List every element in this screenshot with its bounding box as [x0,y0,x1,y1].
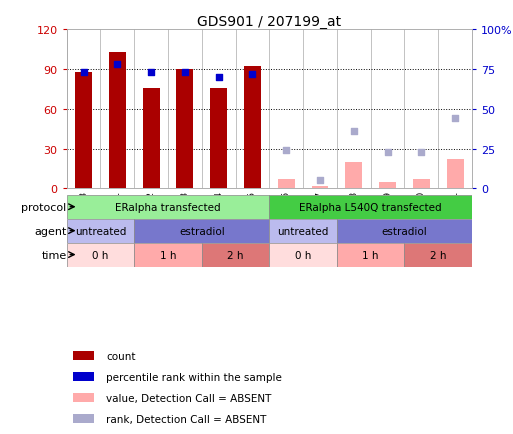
Point [383,149,391,156]
Title: GDS901 / 207199_at: GDS901 / 207199_at [198,15,341,30]
Bar [311,186,328,189]
Bar [109,53,126,189]
Bar [134,243,202,267]
Bar [345,162,362,189]
Text: untreated: untreated [278,226,329,236]
Bar [143,89,160,189]
Text: ERalpha L540Q transfected: ERalpha L540Q transfected [299,202,442,212]
Point [80,70,88,77]
Point [214,75,223,82]
Point [451,115,459,122]
Bar [202,243,269,267]
Bar [337,219,472,243]
Text: 2 h: 2 h [227,250,244,260]
Text: 0 h: 0 h [92,250,109,260]
Text: rank, Detection Call = ABSENT: rank, Detection Call = ABSENT [106,414,267,424]
Text: value, Detection Call = ABSENT: value, Detection Call = ABSENT [106,393,272,403]
Text: 1 h: 1 h [160,250,176,260]
Point [113,62,122,69]
Bar [210,89,227,189]
Bar [269,243,337,267]
Text: estradiol: estradiol [179,226,225,236]
Bar [75,72,92,189]
Point [417,149,425,156]
Bar [269,195,472,219]
Point [181,70,189,77]
Bar [404,243,472,267]
Bar [278,180,294,189]
Text: time: time [42,250,67,260]
Text: count: count [106,351,136,361]
Bar [67,243,134,267]
Bar [176,70,193,189]
Bar [379,182,396,189]
Bar [134,219,269,243]
Text: percentile rank within the sample: percentile rank within the sample [106,372,282,381]
Text: estradiol: estradiol [382,226,427,236]
Text: untreated: untreated [75,226,126,236]
Bar [73,372,93,381]
Bar [73,414,93,423]
Text: agent: agent [34,226,67,236]
Bar [269,219,337,243]
Text: ERalpha transfected: ERalpha transfected [115,202,221,212]
Text: 1 h: 1 h [362,250,379,260]
Text: 0 h: 0 h [295,250,311,260]
Point [248,71,256,78]
Point [350,128,358,135]
Text: protocol: protocol [22,202,67,212]
Bar [73,352,93,360]
Bar [67,195,269,219]
Text: 2 h: 2 h [430,250,446,260]
Bar [67,219,134,243]
Point [316,178,324,184]
Bar [447,160,464,189]
Point [147,70,155,77]
Bar [337,243,404,267]
Bar [413,180,430,189]
Point [282,147,290,154]
Bar [73,393,93,402]
Bar [244,67,261,189]
